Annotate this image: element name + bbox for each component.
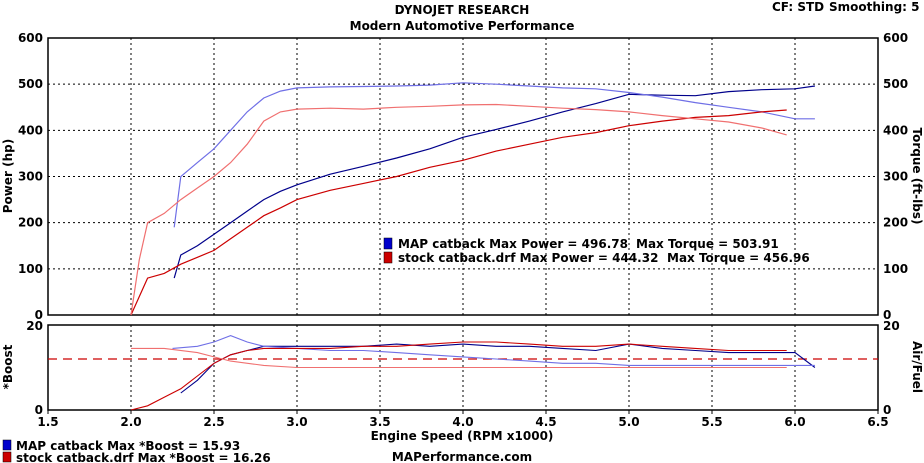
boost-airfuel-plot: 20 0 20 0 *Boost Air/Fuel [1,319,924,417]
x-tick-label: 1.5 [37,415,58,429]
x-tick-label: 5.0 [618,415,639,429]
airfuel-tick-0: 0 [883,403,891,417]
x-tick-label: 3.5 [369,415,390,429]
x-tick-label: 4.5 [535,415,556,429]
power-tick-label: 300 [18,170,43,184]
stock-air-fuel-line [131,347,787,369]
legend-swatch-map [383,237,393,250]
power-axis-ticks: 0 100 200 300 400 500 600 [18,31,43,322]
x-tick-label: 6.5 [867,415,888,429]
x-tick-label: 2.5 [203,415,224,429]
power-tick-label: 600 [18,31,43,45]
boost-legend-stock: stock catback.drf Max *Boost = 16.26 [16,451,271,463]
smoothing-label: Smoothing: 5 [829,0,920,14]
torque-axis-ticks: 0 100 200 300 400 500 600 [883,31,908,322]
power-torque-series [130,82,815,316]
bottom-grid [130,325,796,410]
power-tick-label: 400 [18,123,43,137]
boost-legend-swatch-map [2,439,12,451]
torque-tick-label: 100 [883,262,908,276]
torque-tick-label: 200 [883,216,908,230]
stock-power-line [130,109,787,316]
map-torque-line [173,82,815,228]
chart-subtitle: Modern Automotive Performance [350,19,575,33]
x-tick-label: 4.0 [452,415,473,429]
torque-axis-label: Torque (ft-lbs) [910,128,924,225]
map-air-fuel-line [172,335,815,366]
torque-tick-label: 300 [883,170,908,184]
torque-tick-label: 500 [883,77,908,91]
x-tick-label: 2.0 [120,415,141,429]
power-tick-label: 500 [18,77,43,91]
legend-map: MAP catback Max Power = 496.78 Max Torqu… [383,237,779,251]
x-tick-label: 6.0 [784,415,805,429]
boost-airfuel-series [48,335,878,411]
boost-legend: MAP catback Max *Boost = 15.93 stock cat… [2,439,271,463]
boost-tick-0: 0 [35,403,43,417]
cf-label: CF: STD [772,0,824,14]
boost-legend-map: MAP catback Max *Boost = 15.93 [16,439,240,453]
legend-swatch-stock [383,251,393,264]
boost-legend-swatch-stock [2,451,12,463]
map-power-line [173,85,815,279]
chart-title: DYNOJET RESEARCH [395,3,530,17]
boost-tick-20: 20 [26,319,43,333]
power-tick-label: 0 [35,308,43,322]
airfuel-axis-label: Air/Fuel [910,341,924,393]
legend-map-torque: Max Torque = 503.91 [636,237,779,251]
rpm-axis-label: Engine Speed (RPM x1000) [371,429,554,443]
airfuel-tick-20: 20 [883,319,900,333]
rpm-axis-ticks: 1.5 2.0 2.5 3.0 3.5 4.0 4.5 5.0 5.5 6.0 6.5 [37,410,889,429]
legend-stock-power: stock catback.drf Max Power = 444.32 [398,251,658,265]
legend-map-power: MAP catback Max Power = 496.78 [398,237,628,251]
x-tick-label: 5.5 [701,415,722,429]
boost-axis-label: *Boost [1,344,15,389]
website-label: MAPerformance.com [392,450,532,463]
torque-tick-label: 0 [883,308,891,322]
stock-boost-line [130,341,787,411]
x-tick-label: 3.0 [286,415,307,429]
power-tick-label: 200 [18,216,43,230]
torque-tick-label: 600 [883,31,908,45]
torque-tick-label: 400 [883,123,908,137]
legend-stock: stock catback.drf Max Power = 444.32 Max… [383,251,810,265]
stock-torque-line [130,103,787,316]
power-tick-label: 100 [18,262,43,276]
power-axis-label: Power (hp) [1,139,15,213]
top-grid [48,38,878,315]
legend-stock-torque: Max Torque = 456.96 [667,251,810,265]
